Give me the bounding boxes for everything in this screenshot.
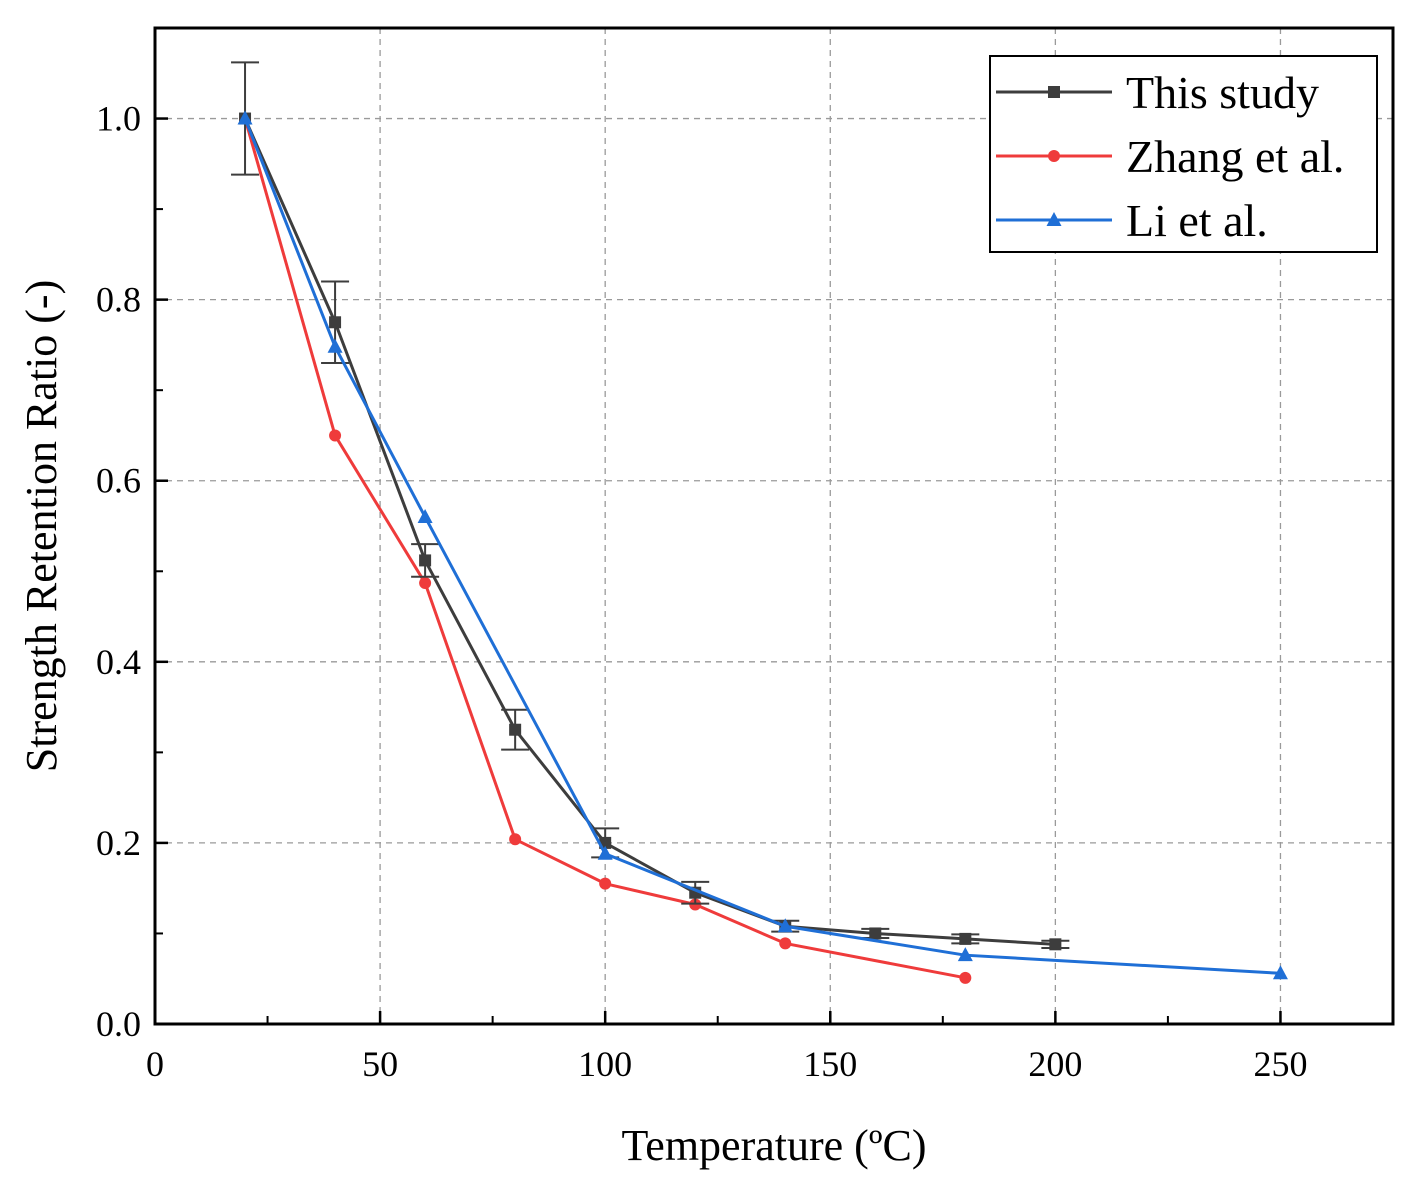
- series-line: [243, 117, 1056, 946]
- x-tick-label: 250: [1253, 1044, 1307, 1084]
- legend-label: Li et al.: [1126, 195, 1268, 246]
- ticks-layer: 0 50 100 150 200 250 0.0 0.2 0.4 0.6 0.8 1.0: [96, 27, 1394, 1084]
- data-point: [779, 937, 792, 950]
- data-point: [417, 508, 433, 523]
- data-point: [237, 110, 253, 125]
- data-point: [957, 947, 973, 962]
- legend-label: This study: [1126, 67, 1319, 118]
- data-point: [1049, 938, 1062, 951]
- data-point: [419, 577, 432, 590]
- series-layer: [231, 61, 1288, 984]
- data-point: [327, 338, 343, 353]
- y-tick-label: 1.0: [96, 99, 141, 139]
- x-axis-title: Temperature (ºC): [622, 1121, 927, 1170]
- x-tick-label: 100: [578, 1044, 632, 1084]
- data-point: [777, 918, 793, 933]
- data-point: [329, 429, 342, 442]
- legend-entry: This study: [996, 67, 1319, 118]
- data-point: [419, 554, 432, 567]
- y-tick-label: 0.6: [96, 461, 141, 501]
- series-line: [243, 118, 966, 980]
- data-point: [509, 833, 522, 846]
- x-tick-label: 50: [362, 1044, 398, 1084]
- data-point: [869, 927, 882, 940]
- legend-entry: Zhang et al.: [996, 131, 1344, 182]
- legend-label: Zhang et al.: [1126, 131, 1344, 182]
- legend-marker: [1046, 212, 1062, 226]
- y-tick-label: 0.8: [96, 280, 141, 320]
- data-point: [509, 723, 522, 736]
- series-li-et-al: [237, 110, 1288, 980]
- y-tick-label: 0.4: [96, 642, 141, 682]
- x-tick-label: 150: [803, 1044, 857, 1084]
- data-point: [329, 316, 342, 329]
- plot-frame: [153, 26, 1395, 1026]
- y-axis-title: Strength Retention Ratio (-): [17, 280, 66, 772]
- x-tick-label: 200: [1028, 1044, 1082, 1084]
- y-tick-label: 0.2: [96, 823, 141, 863]
- y-tick-label: 0.0: [96, 1004, 141, 1044]
- data-point: [597, 845, 613, 860]
- x-tick-label: 0: [146, 1044, 164, 1084]
- data-point: [959, 932, 972, 945]
- legend-marker: [1048, 150, 1060, 162]
- data-point: [1272, 965, 1288, 980]
- data-point: [599, 877, 612, 890]
- legend: This study Zhang et al. Li et al.: [989, 55, 1378, 253]
- legend-marker: [1048, 86, 1060, 98]
- data-point: [959, 971, 972, 984]
- legend-entry: Li et al.: [996, 195, 1268, 246]
